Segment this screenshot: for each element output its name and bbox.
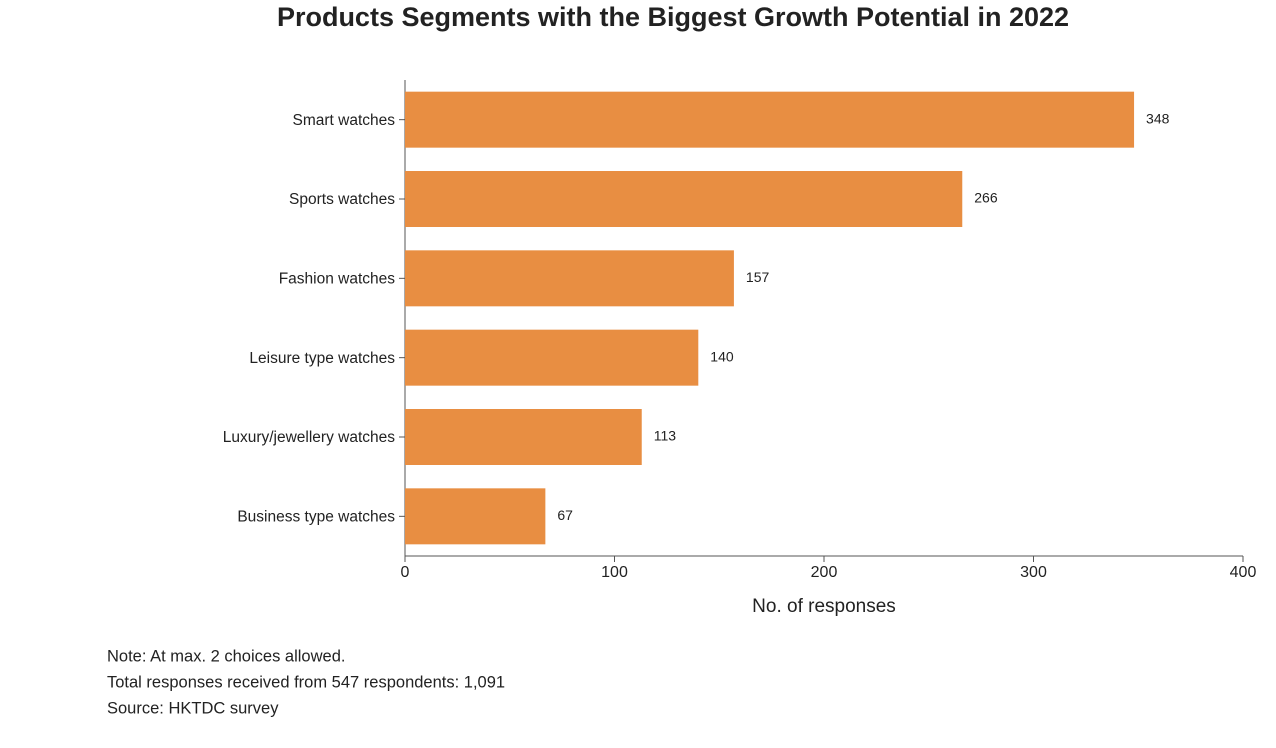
bar (405, 91, 1135, 148)
y-tick-label: Fashion watches (279, 270, 396, 287)
y-tick-label: Business type watches (237, 508, 395, 525)
value-label: 140 (710, 348, 734, 364)
note: Source: HKTDC survey (107, 699, 279, 717)
value-label: 266 (974, 190, 998, 206)
y-tick-label: Luxury/jewellery watches (223, 429, 396, 446)
y-tick-label: Leisure type watches (249, 350, 395, 367)
bar (405, 488, 546, 545)
bar (405, 171, 963, 227)
x-tick-label: 0 (401, 564, 410, 581)
x-tick-label: 100 (601, 564, 628, 581)
x-axis-title: No. of responses (752, 596, 896, 617)
x-tick-label: 200 (811, 564, 838, 581)
y-tick-label: Smart watches (292, 112, 395, 129)
bar (405, 409, 642, 465)
value-label: 67 (557, 507, 573, 523)
x-tick-label: 400 (1230, 564, 1257, 581)
note: Note: At max. 2 choices allowed. (107, 647, 345, 665)
x-tick-label: 300 (1020, 564, 1047, 581)
value-label: 348 (1146, 110, 1170, 126)
value-label: 113 (654, 428, 677, 444)
note: Total responses received from 547 respon… (107, 673, 505, 691)
bar (405, 329, 699, 386)
y-tick-label: Sports watches (289, 191, 395, 208)
bar (405, 250, 734, 307)
value-label: 157 (746, 269, 770, 285)
chart-title: Products Segments with the Biggest Growt… (277, 2, 1069, 32)
